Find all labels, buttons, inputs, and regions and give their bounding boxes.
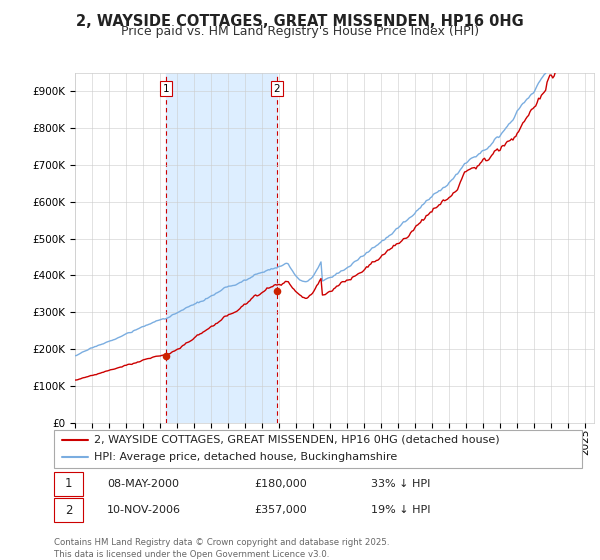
Text: 33% ↓ HPI: 33% ↓ HPI: [371, 479, 430, 489]
Text: 1: 1: [65, 477, 72, 490]
Text: 2: 2: [65, 504, 72, 517]
Text: £357,000: £357,000: [254, 505, 307, 515]
Text: Price paid vs. HM Land Registry's House Price Index (HPI): Price paid vs. HM Land Registry's House …: [121, 25, 479, 38]
Text: HPI: Average price, detached house, Buckinghamshire: HPI: Average price, detached house, Buck…: [94, 452, 397, 463]
Text: Contains HM Land Registry data © Crown copyright and database right 2025.
This d: Contains HM Land Registry data © Crown c…: [54, 538, 389, 559]
Bar: [54, 472, 83, 496]
Text: 2: 2: [274, 83, 280, 94]
Point: [161, 352, 171, 361]
Bar: [166, 73, 277, 423]
Point: [272, 287, 281, 296]
Text: 2, WAYSIDE COTTAGES, GREAT MISSENDEN, HP16 0HG: 2, WAYSIDE COTTAGES, GREAT MISSENDEN, HP…: [76, 14, 524, 29]
Bar: [54, 498, 83, 522]
Text: 1: 1: [163, 83, 169, 94]
Text: £180,000: £180,000: [254, 479, 307, 489]
Text: 19% ↓ HPI: 19% ↓ HPI: [371, 505, 430, 515]
Text: 10-NOV-2006: 10-NOV-2006: [107, 505, 181, 515]
Text: 08-MAY-2000: 08-MAY-2000: [107, 479, 179, 489]
Text: 2, WAYSIDE COTTAGES, GREAT MISSENDEN, HP16 0HG (detached house): 2, WAYSIDE COTTAGES, GREAT MISSENDEN, HP…: [94, 435, 499, 445]
